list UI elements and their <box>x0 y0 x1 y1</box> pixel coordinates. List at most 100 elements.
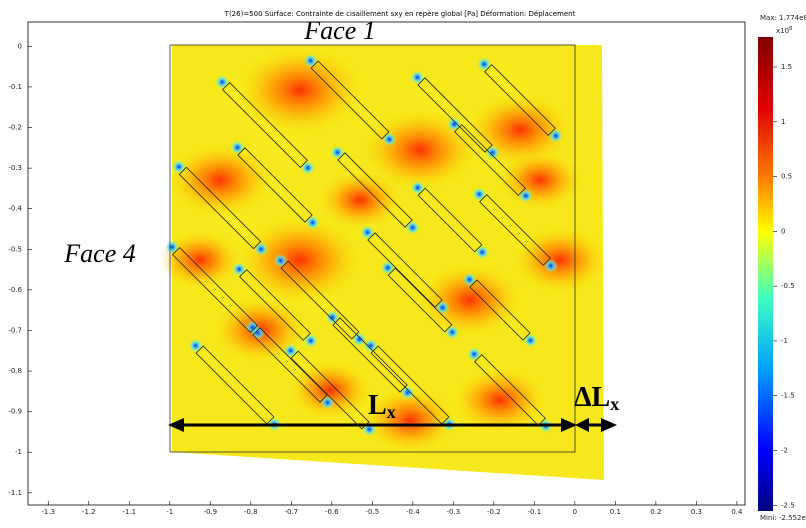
stress-concentration <box>477 57 492 72</box>
y-tick-label: -0.7 <box>8 326 22 334</box>
y-tick-label: -0.3 <box>8 164 22 172</box>
stress-region <box>500 152 580 208</box>
stress-concentration <box>230 140 245 155</box>
fiber <box>417 187 483 253</box>
x-tick-label: -0.3 <box>447 508 461 516</box>
fiber <box>310 60 390 140</box>
fiber <box>172 247 258 333</box>
stress-concentration <box>400 385 415 400</box>
x-tick-label: -1.1 <box>122 508 136 516</box>
x-tick-label: -0.8 <box>244 508 258 516</box>
stress-concentration <box>447 117 462 132</box>
face-label: Face 1 <box>303 16 375 45</box>
fiber <box>367 232 443 308</box>
fiber <box>290 350 370 430</box>
stress-concentration <box>165 240 180 255</box>
y-tick-label: -0.2 <box>8 124 22 132</box>
fiber <box>417 77 493 153</box>
stress-concentration <box>254 242 269 257</box>
x-tick-label: 0.3 <box>691 508 702 516</box>
fiber <box>454 124 526 196</box>
stress-concentration <box>325 310 340 325</box>
x-tick-label: 0.2 <box>650 508 661 516</box>
stress-region <box>455 368 545 432</box>
stress-concentration <box>485 145 500 160</box>
multiplier: x108 <box>776 26 792 36</box>
stress-concentration <box>472 187 487 202</box>
stress-concentration <box>405 220 420 235</box>
stress-region <box>160 232 240 288</box>
stress-region <box>365 111 475 189</box>
fiber <box>474 354 546 426</box>
x-tick-label: -1.3 <box>41 508 55 516</box>
colorbar-tick-label: 1.5 <box>781 63 792 71</box>
colorbar-tick-label: -1 <box>781 337 788 345</box>
plot-frame <box>27 21 746 506</box>
stress-concentration <box>305 215 320 230</box>
stress-concentration <box>303 333 318 348</box>
title: T(26)=500 Surface: Contrainte de cisaill… <box>224 10 576 18</box>
x-tick-label: 0.1 <box>610 508 621 516</box>
stress-region <box>240 48 360 132</box>
stress-concentration <box>518 188 533 203</box>
stress-region <box>515 228 605 292</box>
x-tick-label: -1 <box>166 508 173 516</box>
multiplier-base: x10 <box>776 27 789 35</box>
arrowheads <box>168 418 617 432</box>
x-tick-label: -1.2 <box>82 508 96 516</box>
y-tick-label: -1.1 <box>8 489 22 497</box>
stress-concentration <box>380 260 395 275</box>
stress-concentration <box>435 300 450 315</box>
fiber <box>332 317 408 393</box>
colorbar-max: Max: 1.774e8 <box>760 14 806 22</box>
stress-concentration <box>475 245 490 260</box>
stress-concentration <box>171 159 186 174</box>
colorbar-tick-label: -2.5 <box>781 501 795 509</box>
stress-concentration <box>360 225 375 240</box>
stress-concentration <box>232 262 247 277</box>
fiber <box>280 260 360 340</box>
stress-concentration <box>330 145 345 160</box>
y-tick-label: -0.6 <box>8 286 22 294</box>
x-tick-label: 0.4 <box>731 508 743 516</box>
x-tick-label: -0.5 <box>365 508 379 516</box>
multiplier-exp: 8 <box>789 26 792 32</box>
x-tick-label: -0.2 <box>487 508 501 516</box>
stress-concentration <box>467 347 482 362</box>
y-tick-label: -0.9 <box>8 408 22 416</box>
length-sub: x <box>387 402 396 422</box>
stress-concentration <box>410 180 425 195</box>
reference-square <box>169 44 576 453</box>
length-text: L <box>368 390 387 421</box>
delta-text: ΔL <box>574 382 610 413</box>
stress-concentration <box>273 253 288 268</box>
stress-region <box>290 362 370 418</box>
x-tick-label: -0.6 <box>325 508 339 516</box>
stress-region <box>320 172 400 228</box>
stress-concentration <box>462 272 477 287</box>
stress-concentration <box>543 258 558 273</box>
colorbar-tick-label: 0.5 <box>781 173 792 181</box>
fiber <box>387 267 453 333</box>
face-label: Face 4 <box>63 239 135 268</box>
stress-region <box>365 388 455 452</box>
fiber <box>237 147 313 223</box>
y-tick-label: -0.4 <box>8 205 22 213</box>
x-tick-label: -0.1 <box>528 508 542 516</box>
y-tick-label: -0.8 <box>8 367 22 375</box>
y-tick-label: -1 <box>15 448 22 456</box>
y-tick-label: 0 <box>18 42 22 50</box>
stress-concentration <box>188 338 203 353</box>
fiber <box>370 345 450 425</box>
stress-concentration <box>445 325 460 340</box>
fiber <box>178 166 262 250</box>
x-tick-label: -0.9 <box>203 508 217 516</box>
stress-concentration <box>382 132 397 147</box>
stress-concentration <box>283 343 298 358</box>
fiber <box>222 82 308 168</box>
stress-concentration <box>352 332 367 347</box>
fiber <box>195 345 275 425</box>
x-tick-label: 0 <box>573 508 577 516</box>
stress-concentration <box>363 338 378 353</box>
